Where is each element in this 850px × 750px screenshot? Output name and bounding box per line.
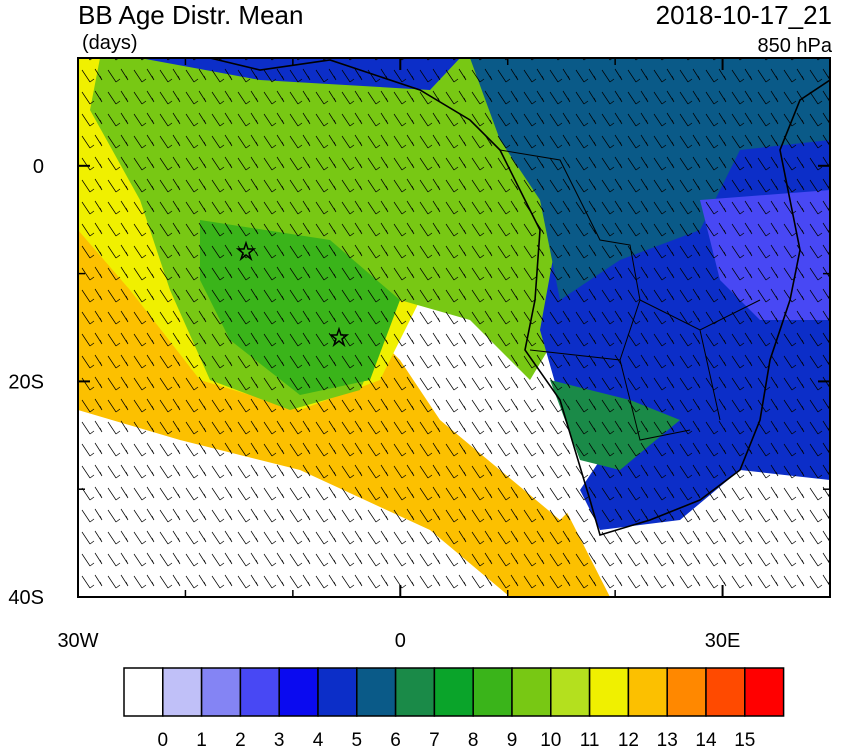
colorbar-box [511, 667, 552, 717]
colorbar-box [588, 667, 630, 717]
units: (days) [82, 32, 138, 54]
plot-frame [77, 57, 831, 598]
map-field [78, 58, 830, 597]
colorbar-label: 15 [734, 730, 755, 750]
colorbar-box [627, 667, 668, 717]
x-tick-label: 30E [705, 630, 741, 652]
colorbar-label: 1 [196, 730, 207, 750]
axes: 30W 0 30E 40S 20S 0 [8, 57, 831, 652]
colorbar-label: 0 [158, 730, 169, 750]
colorbar-box [705, 667, 746, 717]
colorbar-box [356, 667, 397, 717]
title: BB Age Distr. Mean [78, 0, 303, 30]
coastline [209, 58, 830, 536]
level: 850 hPa [757, 35, 832, 57]
colorbar-box [123, 667, 164, 717]
colorbar-box [744, 667, 785, 717]
borders [499, 149, 761, 441]
colorbar-label: 12 [618, 730, 639, 750]
colorbar-label: 4 [313, 730, 324, 750]
colorbar: 0 1 2 3 4 5 6 7 8 9 10 11 12 13 14 15 [123, 667, 785, 750]
colorbar-box [394, 667, 436, 717]
x-tick-label: 0 [395, 630, 406, 652]
colorbar-label: 7 [429, 730, 440, 750]
colorbar-label: 2 [235, 730, 246, 750]
colorbar-label: 5 [352, 730, 363, 750]
source-star [328, 326, 350, 348]
wind-barbs [78, 58, 830, 597]
colorbar-box [278, 667, 319, 717]
y-tick-label: 0 [33, 156, 44, 178]
colorbar-box [433, 667, 474, 717]
colorbar-label: 3 [274, 730, 285, 750]
time: 2018-10-17_21 [656, 0, 832, 30]
colorbar-label: 11 [580, 730, 600, 750]
colorbar-label: 10 [540, 730, 561, 750]
colorbar-box [200, 667, 242, 717]
x-tick-label: 30W [57, 630, 98, 652]
y-tick-label: 20S [8, 371, 44, 393]
colorbar-box [162, 667, 203, 717]
colorbar-box [472, 667, 513, 717]
y-tick-label: 40S [8, 587, 44, 609]
colorbar-box [666, 667, 707, 717]
colorbar-label: 8 [468, 730, 479, 750]
colorbar-label: 6 [390, 730, 401, 750]
colorbar-box [550, 667, 591, 717]
source-star [235, 240, 257, 262]
colorbar-box [239, 667, 280, 717]
colorbar-label: 9 [507, 730, 518, 750]
colorbar-label: 14 [695, 730, 717, 750]
colorbar-label: 13 [657, 730, 678, 750]
colorbar-box [317, 667, 358, 717]
